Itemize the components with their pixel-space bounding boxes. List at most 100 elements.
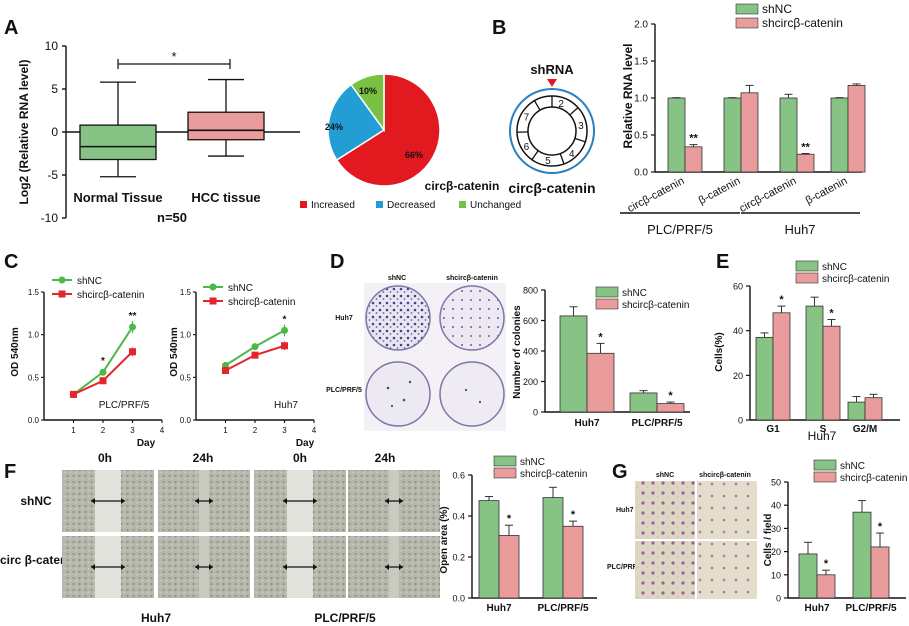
- y-tick-label: 0.0: [634, 168, 648, 179]
- legend-label: shNC: [762, 2, 792, 16]
- y-axis-title: OD 540nm: [169, 327, 180, 377]
- plot-cell-label: Huh7: [274, 400, 298, 411]
- x-tick-label: G2/M: [853, 424, 877, 435]
- y-tick-label: 400: [523, 347, 538, 357]
- y-tick-label: 10: [771, 570, 781, 580]
- exon-label: 3: [578, 121, 584, 132]
- data-point-shcirc: [251, 351, 259, 359]
- x-tick-label: 2: [253, 426, 258, 435]
- bar-shcirc: [822, 325, 841, 421]
- shrna-label: shRNA: [530, 62, 574, 77]
- y-tick-label: 0: [533, 408, 538, 418]
- sig-marker: *: [283, 314, 287, 325]
- legend-marker-shcirc: [209, 297, 217, 305]
- panel-b-chart: 0.00.51.01.52.0**circβ-catenin β-catenin*…: [620, 2, 866, 237]
- time-label: 0h: [293, 451, 307, 465]
- sig-marker: **: [801, 142, 810, 154]
- bar-shcirc: [562, 525, 584, 599]
- y-axis-title: OD 540nm: [10, 327, 21, 377]
- plate-plc-shnc: [365, 361, 431, 427]
- pie-slice-unchanged: [350, 73, 385, 133]
- row-label-huh7: Huh7: [335, 315, 353, 322]
- bar-shcirc: [796, 153, 815, 173]
- sig-marker: *: [598, 331, 603, 343]
- y-tick-label: 10: [45, 39, 59, 53]
- bar-shnc: [798, 553, 818, 599]
- y-tick-label: -5: [47, 168, 58, 182]
- cell-label-plc: PLC/PRF/5: [314, 611, 376, 625]
- transwell-images: shNC shcircβ-catenin Huh7 PLC/PRF/5: [607, 472, 757, 599]
- exon-label: 5: [545, 156, 551, 167]
- y-tick-label: 1.0: [180, 331, 192, 340]
- x-tick-label: PLC/PRF/5: [845, 603, 897, 614]
- exon-label: 4: [569, 149, 575, 160]
- data-point-shnc: [99, 368, 107, 376]
- bar-shnc: [847, 401, 866, 421]
- y-tick-label: 1.5: [634, 57, 648, 68]
- arrow-head-icon: [91, 564, 125, 570]
- y-axis-title: Cells(%): [714, 332, 725, 371]
- y-tick-label: 0.5: [28, 373, 40, 382]
- y-tick-label: 2.0: [634, 20, 648, 31]
- col-label-shcirc: shcircβ-catenin: [699, 472, 751, 479]
- time-label: 24h: [375, 451, 396, 465]
- y-tick-label: 20: [733, 371, 743, 381]
- legend-label: shNC: [77, 276, 102, 287]
- plate-huh7-shnc: [365, 285, 431, 351]
- bar-shcirc: [684, 146, 703, 173]
- data-point-shcirc: [70, 390, 77, 398]
- panel-f-chart: 0.0 0.2 0.4 0.6 * Huh7 * PLC/PRF/5 shNCshcircβ-c…: [439, 455, 597, 614]
- panel-d-chart: 0 200 400 600 800 * Huh7 * PLC/PRF/5 shNCshcircβ-…: [512, 286, 690, 429]
- legend-label: shcircβ-catenin: [228, 297, 295, 308]
- arrow-head-icon: [195, 498, 213, 504]
- y-tick-label: 50: [771, 478, 781, 488]
- y-tick-label: 0.6: [452, 471, 465, 481]
- legend-swatch: [300, 201, 307, 208]
- arrow-head-icon: [283, 564, 317, 570]
- row-label-shnc: shNC: [20, 494, 52, 508]
- legend-swatch-shnc: [795, 260, 819, 272]
- legend-label: Increased: [311, 200, 355, 211]
- x-tick-label: G1: [766, 424, 780, 435]
- bar-shnc: [830, 97, 849, 173]
- sig-marker: *: [878, 521, 883, 533]
- bar-shnc: [779, 97, 798, 173]
- sig-marker: *: [779, 294, 784, 306]
- row-label-shcirc-text: shcirc β-catenin: [0, 553, 78, 567]
- legend-label: shcircβ-catenin: [77, 290, 144, 301]
- bar-shcirc: [740, 92, 759, 173]
- legend-label: shcircβ-catenin: [840, 473, 907, 484]
- box-label-normal: Normal Tissue: [73, 190, 162, 205]
- panel-c-growth-huh7: 0.0 0.5 1.0 1.5 1 2 3 4 * shNC shcircβ-catenin OD …: [169, 283, 317, 449]
- y-tick-label: 200: [523, 377, 538, 387]
- box-0: [79, 124, 157, 161]
- y-axis-title: Number of colonies: [512, 305, 523, 399]
- bar-shcirc: [847, 85, 866, 173]
- legend-label: shcircβ-catenin: [622, 300, 689, 311]
- panel-label-c: C: [4, 251, 18, 273]
- panel-label-f: F: [4, 461, 16, 483]
- panel-label-a: A: [4, 17, 18, 39]
- bar-shnc: [755, 336, 774, 421]
- y-tick-label: 800: [523, 286, 538, 296]
- legend-label: shcircβ-catenin: [762, 16, 843, 30]
- panel-g-chart: 0 10 20 30 40 50 * Huh7 * PLC/PRF/5 shNCshcircβ-ca…: [763, 459, 907, 614]
- y-tick-label: 0: [776, 594, 781, 604]
- y-tick-label: -10: [41, 211, 59, 225]
- legend-label: Decreased: [387, 200, 435, 211]
- y-tick-label: 1.0: [28, 331, 40, 340]
- exon-boundary: [531, 150, 539, 161]
- x-tick-label: PLC/PRF/5: [631, 418, 683, 429]
- y-axis-title: Log2 (Relative RNA level): [17, 60, 31, 205]
- bar-shcirc: [656, 403, 685, 413]
- pie-slice-decreased: [327, 83, 386, 162]
- data-point-shnc: [129, 323, 136, 331]
- x-tick-label: 2: [101, 426, 106, 435]
- exon-label: 6: [524, 142, 530, 153]
- x-tick-label: 4: [312, 426, 317, 435]
- legend-label: shNC: [840, 461, 865, 472]
- group-label-plc: PLC/PRF/5: [647, 222, 713, 237]
- y-tick-label: 40: [733, 326, 743, 336]
- bar-shcirc: [870, 546, 890, 599]
